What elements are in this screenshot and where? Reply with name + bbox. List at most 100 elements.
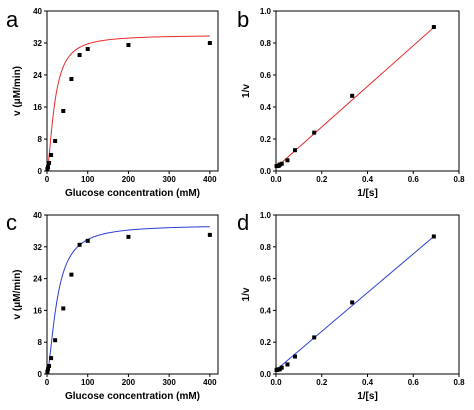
chart-3-d-x-tick-label: 0.2 bbox=[316, 378, 328, 387]
chart-0-a-y-axis-title: v (μM/min) bbox=[12, 66, 23, 116]
chart-0-a-x-tick-label: 0 bbox=[45, 175, 50, 184]
chart-2-c-x-tick-label: 200 bbox=[122, 378, 136, 387]
chart-2-c-data-point bbox=[53, 338, 58, 343]
chart-0-a-data-point bbox=[77, 53, 82, 57]
chart-3-d-x-axis-title: 1/[s] bbox=[357, 391, 378, 402]
chart-2-c-y-tick-label: 8 bbox=[38, 338, 43, 347]
chart-2-c-x-tick-label: 300 bbox=[162, 378, 176, 387]
chart-2-c-y-tick-label: 32 bbox=[33, 243, 42, 252]
chart-3-d-y-tick-label: 0.4 bbox=[260, 306, 272, 315]
chart-2-c-y-tick-label: 16 bbox=[33, 306, 42, 315]
chart-1-b-x-tick-label: 0.8 bbox=[453, 175, 465, 184]
chart-2-c-y-axis-title: v (μM/min) bbox=[12, 269, 23, 319]
chart-0-a-data-point bbox=[126, 43, 131, 47]
chart-1-b-panel-letter: b bbox=[237, 7, 249, 32]
chart-3-d-data-point bbox=[285, 362, 290, 367]
chart-1-b-x-tick-label: 0.0 bbox=[270, 175, 282, 184]
chart-1-b-y-tick-label: 0.2 bbox=[260, 135, 272, 144]
chart-0-a-data-point bbox=[46, 165, 51, 169]
chart-1-b-y-tick-label: 0.4 bbox=[260, 103, 272, 112]
chart-2-c-x-tick-label: 0 bbox=[45, 378, 50, 387]
chart-3-d-y-axis-title: 1/v bbox=[241, 287, 252, 301]
chart-2-c-data-point bbox=[69, 272, 74, 277]
chart-1-b-x-tick-label: 0.4 bbox=[362, 175, 374, 184]
chart-3-d-x-tick-label: 0.8 bbox=[453, 378, 465, 387]
chart-3-d-fit-line bbox=[276, 236, 435, 371]
chart-3-d-data-point bbox=[350, 300, 355, 305]
panel-b: b 0.0 0.2 0.4 0.6 0.8 0.0 0.2 0.4 0.6 0.8 1.0 1/[s] 1… bbox=[237, 7, 465, 199]
chart-1-b-y-tick-label: 1.0 bbox=[260, 7, 272, 16]
chart-2-c-data-point bbox=[61, 306, 66, 311]
chart-1-b-y-tick-label: 0.8 bbox=[260, 39, 272, 48]
chart-0-a-x-tick-label: 300 bbox=[162, 175, 176, 184]
chart-3-d-y-tick-label: 1.0 bbox=[260, 211, 272, 220]
chart-1-b-data-point bbox=[350, 93, 355, 98]
chart-0-a-y-tick-label: 24 bbox=[33, 71, 42, 80]
chart-3-d-y-tick-label: 0.2 bbox=[260, 338, 272, 347]
chart-0-a-x-tick-label: 400 bbox=[203, 175, 217, 184]
chart-3-d-y-tick-label: 0.6 bbox=[260, 275, 272, 284]
chart-0-a-x-tick-label: 100 bbox=[81, 175, 95, 184]
chart-0-a-data-point bbox=[53, 139, 58, 143]
chart-3-d-data-point bbox=[279, 365, 284, 370]
chart-3-d-x-tick-label: 0.6 bbox=[408, 378, 420, 387]
chart-0-a-data-point bbox=[49, 153, 54, 157]
chart-0-a-x-tick-label: 200 bbox=[122, 175, 136, 184]
chart-2-c-data-point bbox=[126, 234, 131, 239]
chart-2-c-x-tick-label: 400 bbox=[203, 378, 217, 387]
panel-a: a 0 100 200 300 400 0 8 16 24 32 40 Glucose concentr… bbox=[6, 7, 219, 199]
chart-3-d-x-tick-label: 0.4 bbox=[362, 378, 374, 387]
chart-2-c-data-point bbox=[46, 367, 51, 372]
chart-2-c-data-point bbox=[77, 242, 82, 247]
chart-3-d-y-tick-label: 0.0 bbox=[260, 370, 272, 379]
chart-3-d-data-point bbox=[312, 335, 317, 340]
chart-2-c-y-tick-label: 0 bbox=[38, 370, 43, 379]
chart-0-a-y-tick-label: 32 bbox=[33, 39, 42, 48]
chart-0-a-fit-line bbox=[46, 35, 210, 172]
chart-1-b-y-tick-label: 0.0 bbox=[260, 167, 272, 176]
chart-1-b-data-point bbox=[312, 130, 317, 135]
chart-0-a-x-axis-title: Glucose concentration (mM) bbox=[65, 188, 200, 199]
chart-2-c-fit-line bbox=[46, 226, 210, 375]
chart-1-b-axes-frame bbox=[275, 10, 460, 172]
chart-2-c-panel-letter: c bbox=[6, 210, 17, 235]
chart-3-d-panel-letter: d bbox=[237, 210, 249, 235]
chart-0-a-panel-letter: a bbox=[6, 7, 19, 32]
chart-1-b-data-point bbox=[292, 148, 297, 153]
chart-3-d-data-point bbox=[431, 234, 436, 239]
chart-1-b-y-tick-label: 0.6 bbox=[260, 71, 272, 80]
panel-c: c 0 100 200 300 400 0 8 16 24 32 40 Glucose concentr… bbox=[6, 210, 219, 402]
chart-0-a-y-tick-label: 0 bbox=[38, 167, 43, 176]
chart-2-c-data-point bbox=[47, 364, 52, 369]
chart-0-a-data-point bbox=[85, 47, 90, 51]
chart-2-c-data-point bbox=[49, 356, 54, 361]
chart-0-a-data-point bbox=[207, 41, 212, 45]
chart-2-c-axes-frame bbox=[46, 214, 219, 375]
chart-2-c-data-point bbox=[207, 232, 212, 237]
chart-0-a-data-point bbox=[47, 161, 52, 165]
chart-2-c-data-point bbox=[45, 369, 50, 374]
chart-2-c-x-axis-title: Glucose concentration (mM) bbox=[65, 391, 200, 402]
chart-1-b-y-axis-title: 1/v bbox=[241, 84, 252, 98]
panel-d: d 0.0 0.2 0.4 0.6 0.8 0.0 0.2 0.4 0.6 0.8 1.0 1/[s] 1… bbox=[237, 210, 465, 402]
chart-0-a-data-point bbox=[69, 77, 74, 81]
chart-0-a-data-point bbox=[61, 109, 66, 113]
chart-2-c-y-tick-label: 24 bbox=[33, 275, 42, 284]
chart-2-c-data-point bbox=[85, 238, 90, 243]
chart-0-a-y-tick-label: 40 bbox=[33, 7, 42, 16]
chart-0-a-axes-frame bbox=[46, 10, 219, 172]
chart-1-b-x-tick-label: 0.2 bbox=[316, 175, 328, 184]
chart-2-c-x-tick-label: 100 bbox=[81, 378, 95, 387]
chart-3-d-y-tick-label: 0.8 bbox=[260, 243, 272, 252]
chart-0-a-y-tick-label: 8 bbox=[38, 135, 43, 144]
chart-1-b-data-point bbox=[279, 161, 284, 166]
chart-1-b-data-point bbox=[285, 158, 290, 163]
chart-2-c-y-tick-label: 40 bbox=[33, 211, 42, 220]
chart-1-b-x-axis-title: 1/[s] bbox=[357, 188, 378, 199]
chart-1-b-data-point bbox=[431, 25, 436, 29]
chart-0-a-y-tick-label: 16 bbox=[33, 103, 42, 112]
chart-1-b-fit-line bbox=[276, 27, 435, 168]
chart-3-d-data-point bbox=[292, 354, 297, 359]
chart-1-b-x-tick-label: 0.6 bbox=[408, 175, 420, 184]
